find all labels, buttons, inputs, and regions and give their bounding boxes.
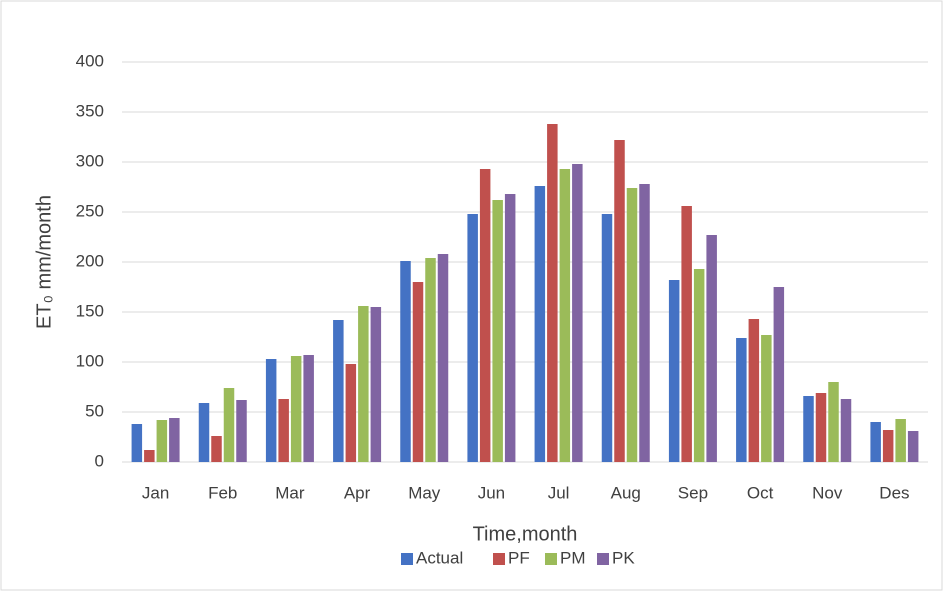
- y-tick-label: 300: [76, 151, 104, 170]
- bar: [626, 188, 638, 462]
- x-tick-label: Jun: [478, 483, 505, 502]
- bar: [614, 140, 625, 462]
- y-tick-label: 100: [76, 351, 104, 370]
- bar: [803, 396, 814, 462]
- legend-label: PF: [508, 548, 530, 567]
- bar: [479, 169, 491, 462]
- x-tick-label: Nov: [812, 483, 843, 502]
- y-tick-label: 350: [76, 101, 104, 120]
- bar: [333, 320, 344, 462]
- legend-label: PM: [560, 548, 586, 567]
- legend-label: Actual: [416, 548, 463, 567]
- bar: [278, 399, 289, 462]
- bar: [211, 436, 222, 462]
- bar: [144, 450, 155, 462]
- x-tick-label: Jan: [142, 483, 169, 502]
- x-tick-label: Oct: [747, 483, 774, 502]
- bar: [169, 418, 180, 462]
- bar: [681, 206, 692, 462]
- legend-swatch: [493, 553, 505, 565]
- bar: [223, 388, 235, 462]
- x-tick-label: Apr: [344, 483, 371, 502]
- bar: [131, 424, 143, 462]
- bar: [412, 282, 424, 462]
- bar: [198, 403, 210, 462]
- bar: [907, 431, 919, 462]
- bar: [706, 235, 717, 462]
- bar: [572, 164, 583, 462]
- x-axis-title: Time,month: [473, 523, 578, 545]
- x-tick-label: Sep: [678, 483, 708, 502]
- bar: [492, 200, 503, 462]
- bar: [236, 400, 247, 462]
- bar: [534, 186, 546, 462]
- bar: [559, 169, 571, 462]
- bar: [815, 393, 827, 462]
- bar: [370, 307, 382, 462]
- bar: [467, 214, 478, 462]
- legend-swatch: [597, 553, 609, 565]
- bar: [345, 364, 357, 462]
- y-tick-label: 200: [76, 251, 104, 270]
- bar: [303, 355, 314, 462]
- legend-label: PK: [612, 548, 635, 567]
- x-tick-label: May: [408, 483, 441, 502]
- x-tick-label: Aug: [611, 483, 641, 502]
- bar: [290, 356, 302, 462]
- bar: [882, 430, 894, 462]
- bar: [840, 399, 852, 462]
- bar: [400, 261, 411, 462]
- legend-swatch: [545, 553, 557, 565]
- bar: [437, 254, 449, 462]
- bar: [639, 184, 650, 462]
- x-tick-label: Feb: [208, 483, 237, 502]
- bar: [601, 214, 613, 462]
- bar: [668, 280, 680, 462]
- bar: [748, 319, 760, 462]
- bar: [425, 258, 436, 462]
- bar: [358, 306, 369, 462]
- bar: [736, 338, 747, 462]
- bar: [693, 269, 705, 462]
- x-tick-label: Mar: [275, 483, 305, 502]
- legend-swatch: [401, 553, 413, 565]
- y-axis-title: ET₀ mm/month: [33, 195, 55, 329]
- x-tick-label: Jul: [548, 483, 570, 502]
- bar: [828, 382, 839, 462]
- bar: [547, 124, 558, 462]
- bar: [895, 419, 906, 462]
- bar: [504, 194, 516, 462]
- bar: [265, 359, 277, 462]
- bar: [761, 335, 772, 462]
- y-tick-label: 400: [76, 51, 104, 70]
- y-tick-label: 150: [76, 301, 104, 320]
- y-tick-label: 250: [76, 201, 104, 220]
- x-tick-label: Des: [879, 483, 909, 502]
- y-tick-label: 50: [85, 401, 104, 420]
- y-tick-label: 0: [95, 451, 104, 470]
- bar: [156, 420, 168, 462]
- bar: [870, 422, 881, 462]
- bar: [773, 287, 785, 462]
